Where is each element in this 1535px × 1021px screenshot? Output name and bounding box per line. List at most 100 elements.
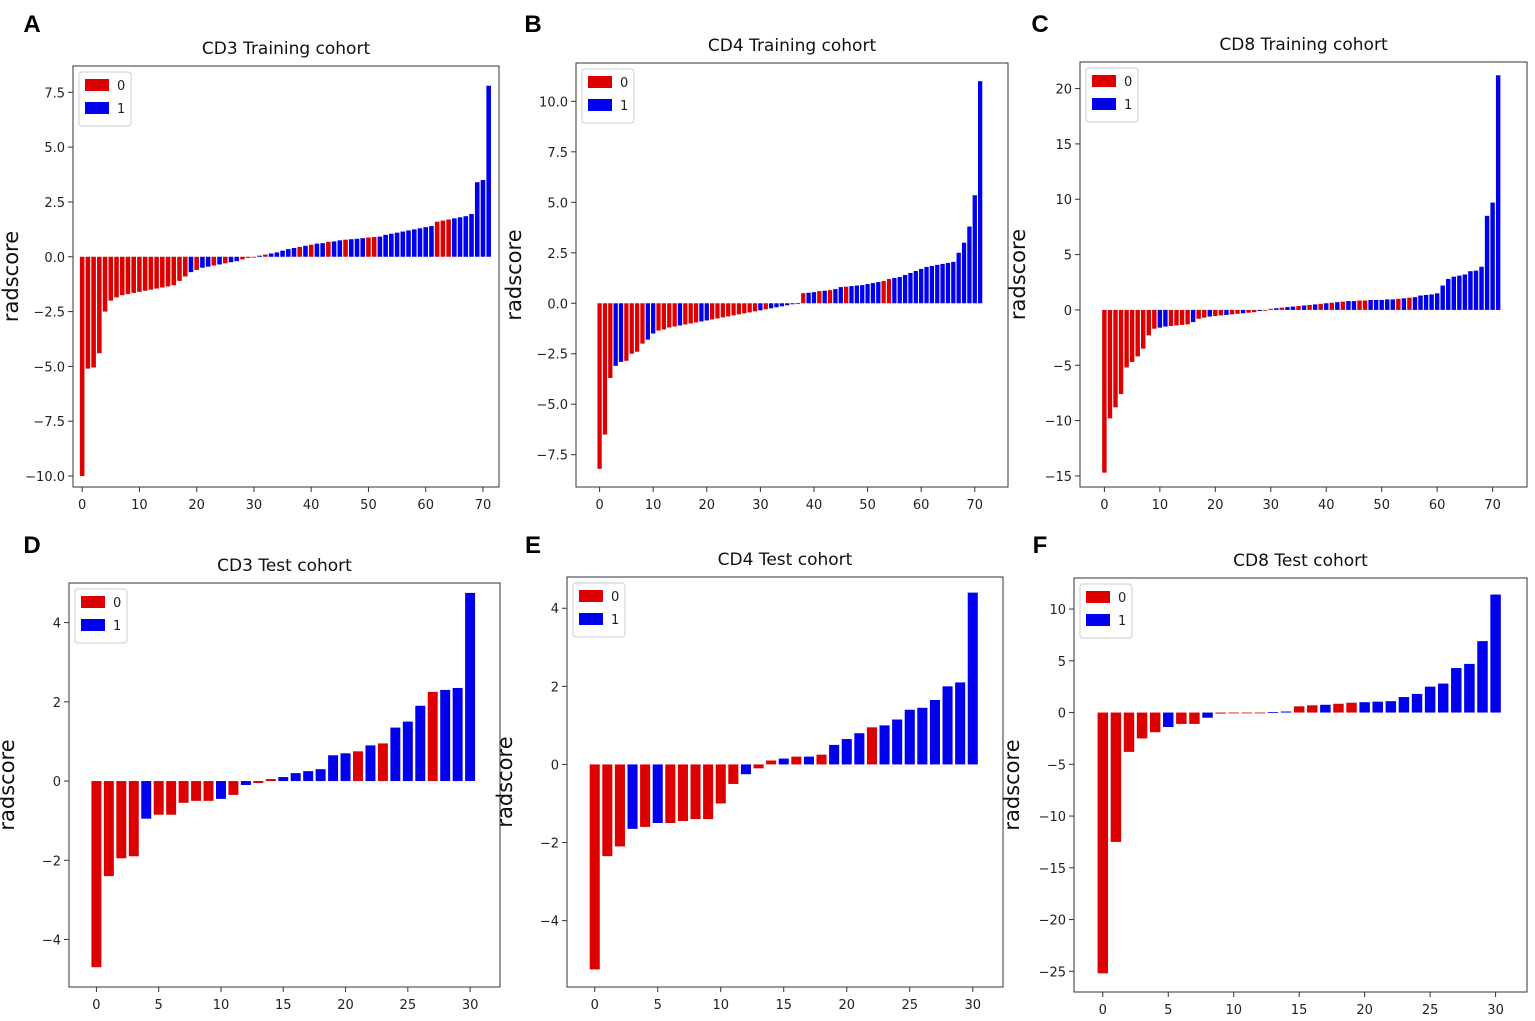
x-tick-label: 20 — [188, 498, 205, 513]
y-tick-label: 10 — [1049, 603, 1066, 618]
legend: 01 — [581, 68, 635, 124]
y-tick-label: −5 — [1053, 359, 1072, 374]
bar — [728, 764, 739, 784]
bar — [1329, 302, 1335, 310]
bar — [178, 781, 189, 803]
bar — [683, 303, 688, 325]
bar — [791, 756, 802, 765]
bar — [411, 229, 417, 257]
bar — [677, 303, 683, 326]
bar — [1411, 693, 1423, 713]
x-tick-label: 20 — [337, 998, 354, 1013]
bar — [1196, 309, 1201, 319]
bar — [446, 219, 451, 257]
bar — [371, 237, 377, 257]
y-tick-label: 5.0 — [44, 141, 65, 156]
x-tick-label: 40 — [1318, 498, 1335, 513]
plot-frame — [68, 582, 501, 988]
bar — [1097, 712, 1109, 974]
bar — [977, 81, 983, 304]
bar — [774, 303, 779, 308]
x-tick-label: 50 — [360, 498, 377, 513]
y-tick-label: −5 — [1047, 758, 1066, 773]
x-tick-label: 20 — [838, 998, 855, 1013]
bar — [913, 270, 918, 304]
panel-letter: B — [524, 11, 541, 38]
bar — [1318, 303, 1323, 310]
bar — [1440, 285, 1445, 310]
bar — [253, 781, 264, 784]
bar — [215, 781, 226, 799]
y-tick-label: −25 — [1039, 965, 1066, 980]
bar — [1215, 712, 1226, 714]
bar — [838, 287, 843, 304]
x-tick-label: 30 — [246, 498, 263, 513]
x-tick-label: 0 — [1100, 498, 1108, 513]
bar — [951, 261, 956, 304]
bar — [1324, 303, 1329, 310]
bar — [811, 292, 817, 304]
bar — [672, 303, 677, 327]
bar — [365, 745, 376, 782]
bar — [1340, 301, 1346, 310]
bar — [108, 256, 114, 301]
bar — [1451, 276, 1457, 310]
legend-swatch — [579, 590, 603, 602]
bar — [806, 292, 811, 304]
bar — [153, 781, 164, 815]
x-tick-label: 0 — [595, 498, 603, 513]
bar — [166, 781, 177, 815]
bar — [434, 221, 440, 257]
bar — [1301, 305, 1307, 310]
bar — [942, 686, 953, 765]
y-tick-label: 5 — [1064, 249, 1072, 264]
bar — [1346, 702, 1357, 713]
bar — [1390, 299, 1396, 310]
bar — [1373, 299, 1379, 310]
bar — [1174, 309, 1179, 326]
bar — [1149, 712, 1161, 733]
y-tick-label: 10.0 — [539, 95, 568, 110]
bar — [1141, 309, 1146, 349]
bar — [817, 291, 822, 304]
bar — [1163, 309, 1168, 327]
bar — [278, 777, 289, 782]
bar — [1385, 299, 1390, 310]
x-tick-label: 50 — [859, 498, 876, 513]
bar — [816, 754, 827, 765]
bar — [640, 764, 651, 827]
bar — [402, 721, 413, 782]
y-tick-label: 10 — [1055, 193, 1072, 208]
bar — [1290, 306, 1296, 310]
bar — [843, 286, 849, 304]
x-tick-label: 5 — [654, 998, 662, 1013]
y-tick-label: −2 — [540, 837, 559, 852]
bar — [1124, 309, 1129, 368]
y-tick-label: −10.0 — [25, 470, 65, 485]
legend-label: 1 — [113, 619, 121, 634]
bar — [940, 263, 945, 304]
x-tick-label: 30 — [752, 498, 769, 513]
bar — [1312, 304, 1318, 310]
y-tick-label: 5.0 — [547, 196, 568, 211]
bar — [703, 764, 714, 820]
bar — [715, 764, 726, 804]
legend-label: 0 — [620, 76, 628, 91]
bar — [892, 719, 903, 765]
bar — [1179, 309, 1185, 325]
bar — [1274, 308, 1279, 310]
bar — [1423, 294, 1429, 310]
bar — [602, 764, 613, 857]
y-tick-label: 2 — [551, 680, 559, 695]
bar — [1407, 297, 1412, 310]
bar — [1229, 309, 1235, 315]
y-tick-label: 0.0 — [547, 297, 568, 312]
bar — [1434, 293, 1440, 310]
bar — [103, 781, 114, 877]
bar — [720, 303, 725, 318]
panel-letter: C — [1031, 11, 1048, 38]
bar — [131, 256, 136, 293]
bar — [865, 284, 870, 304]
bar — [1320, 704, 1331, 713]
